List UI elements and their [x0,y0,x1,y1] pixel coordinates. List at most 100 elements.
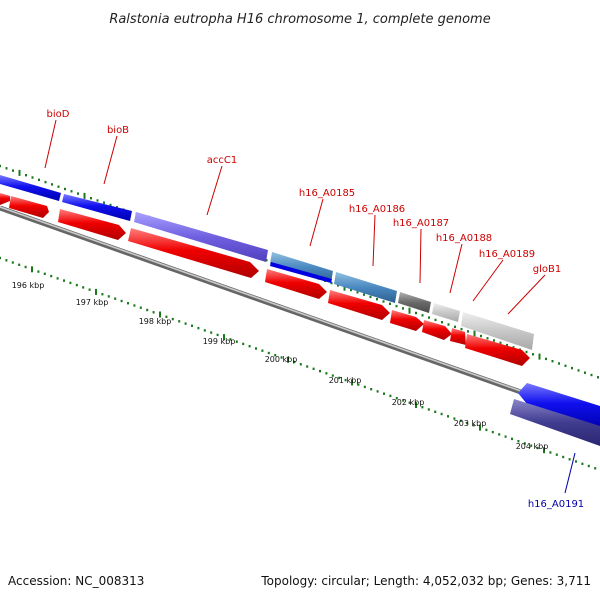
major-tick [31,266,33,273]
minor-tick [562,455,565,459]
minor-tick [338,376,341,380]
minor-tick [575,460,577,463]
minor-tick [63,279,65,282]
scale-labels: 196 kbp 197 kbp 198 kbp 199 kbp 200 kbp … [12,281,549,451]
minor-tick [493,339,495,342]
minor-tick [363,385,366,389]
minor-tick [415,311,417,315]
gene-block-h16_A0188 [432,303,460,322]
scale-label: 204 kbp [516,442,549,451]
minor-tick [337,284,339,287]
gene-label-h16_A0191: h16_A0191 [528,499,584,510]
minor-tick [255,347,257,350]
minor-tick [216,333,219,337]
minor-tick [280,356,283,359]
gene-block-h16_A0191 [510,399,600,446]
minor-tick [594,467,597,470]
minor-tick [12,169,14,172]
gene-features-reverse [510,383,600,446]
minor-tick [325,372,328,375]
minor-tick [265,259,268,262]
major-tick [95,288,97,295]
gene-label-h16_A0187: h16_A0187 [393,218,449,229]
minor-tick [37,270,40,273]
minor-tick [382,300,385,303]
minor-tick [319,369,321,373]
major-tick [223,334,225,341]
minor-tick [363,293,365,296]
minor-tick [506,343,508,347]
minor-tick [191,324,193,327]
minor-tick [517,440,520,443]
minor-tick [0,164,1,168]
minor-tick [389,394,392,398]
major-tick [543,447,545,454]
minor-tick [486,337,489,340]
minor-tick [571,366,573,370]
minor-tick [402,399,405,402]
minor-tick [525,350,528,354]
minor-tick [11,261,14,264]
major-tick [538,353,541,360]
minor-tick [184,322,187,325]
minor-tick [512,346,515,349]
minor-tick [90,197,92,200]
minor-tick [357,383,360,386]
cds-arrows [0,193,530,366]
minor-tick [235,340,238,343]
label-leader-lines [44,119,576,494]
minor-tick [261,349,264,352]
minor-tick [584,371,586,374]
minor-tick [103,201,105,204]
major-tick [287,356,289,363]
minor-tick [581,462,584,465]
scale-label: 201 kbp [329,376,362,385]
minor-tick [344,378,347,382]
minor-tick [466,421,469,425]
minor-tick [459,419,462,422]
minor-tick [75,283,78,287]
minor-tick [203,329,206,332]
minor-tick [447,323,450,326]
scale-label: 199 kbp [203,337,236,346]
minor-tick [597,376,599,379]
gene-block-gloB1 [461,312,534,350]
minor-tick [146,308,149,312]
accession-text: Accession: NC_008313 [8,574,144,588]
minor-tick [5,167,8,170]
chromosome-backbone [0,205,600,423]
minor-tick [427,408,430,411]
minor-tick [0,256,1,260]
minor-tick [532,353,534,356]
minor-tick [330,281,333,285]
minor-tick [197,326,200,330]
cds-arrow [9,196,49,218]
minor-tick [350,288,352,292]
scale-label: 203 kbp [454,419,487,428]
minor-tick [558,362,560,365]
minor-tick [44,180,47,184]
scale-label: 202 kbp [392,398,425,407]
minor-tick [370,388,373,391]
gene-label-bioD: bioD [47,109,70,120]
scale-label: 198 kbp [139,317,172,326]
cds-arrow [390,310,424,331]
minor-tick [109,203,112,207]
minor-tick [31,176,34,179]
major-tick [343,284,346,291]
map-title: Ralstonia eutropha H16 chromosome 1, com… [109,12,490,27]
gene-block-h16_A0185-inner [270,262,332,283]
gene-labels: bioD bioB accC1 h16_A0185 h16_A0186 h16_… [47,109,585,510]
major-tick [18,169,21,176]
major-tick [351,379,353,386]
minor-tick [293,360,296,364]
minor-tick [101,293,104,296]
cds-arrow [0,193,10,205]
minor-tick [70,190,73,193]
major-tick [83,192,86,199]
minor-tick [472,424,475,427]
minor-tick [545,357,547,361]
minor-tick [51,183,53,186]
scale-label: 200 kbp [265,355,298,364]
